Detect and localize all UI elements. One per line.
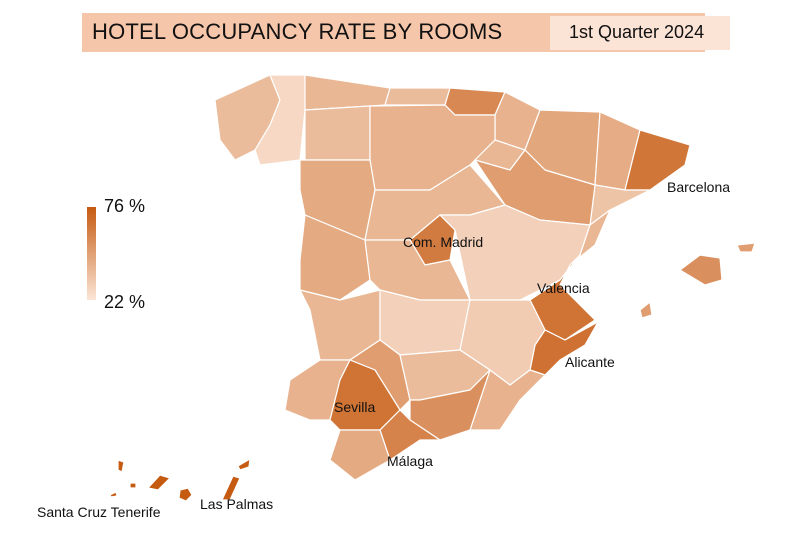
label-malaga: Málaga	[387, 453, 433, 469]
region-gran-canaria	[178, 487, 193, 502]
region-menorca	[736, 242, 756, 253]
region-ciudad-real	[379, 289, 471, 356]
label-santa-cruz-tenerife: Santa Cruz Tenerife	[37, 504, 161, 520]
region-mallorca	[679, 254, 723, 286]
label-barcelona: Barcelona	[667, 179, 730, 195]
label-sevilla: Sevilla	[334, 399, 375, 415]
region-lanzarote	[237, 458, 251, 471]
label-madrid: Com. Madrid	[403, 234, 483, 250]
region-la-palma	[117, 459, 125, 473]
period-box	[550, 16, 730, 50]
region-fuerteventura	[221, 475, 241, 501]
region-basque-country	[444, 87, 506, 116]
region-cadiz	[329, 429, 391, 481]
region-valencia	[529, 254, 596, 341]
region-leon	[304, 105, 371, 161]
region-cantabria	[384, 87, 451, 106]
label-valencia: Valencia	[537, 280, 590, 296]
region-asturias	[304, 74, 391, 111]
period-label: 1st Quarter 2024	[569, 22, 705, 42]
legend-max-label: 76 %	[104, 196, 146, 216]
region-la-gomera	[129, 482, 137, 489]
label-las-palmas: Las Palmas	[200, 496, 273, 512]
region-ibiza	[639, 301, 653, 319]
color-scale-legend	[87, 207, 96, 300]
map-title: HOTEL OCCUPANCY RATE BY ROOMS	[92, 19, 503, 44]
legend-min-label: 22 %	[104, 292, 146, 312]
label-alicante: Alicante	[565, 354, 615, 370]
region-tenerife	[147, 474, 171, 491]
region-barcelona	[624, 129, 691, 191]
region-castellon	[569, 209, 611, 266]
region-el-hierro	[109, 491, 118, 498]
